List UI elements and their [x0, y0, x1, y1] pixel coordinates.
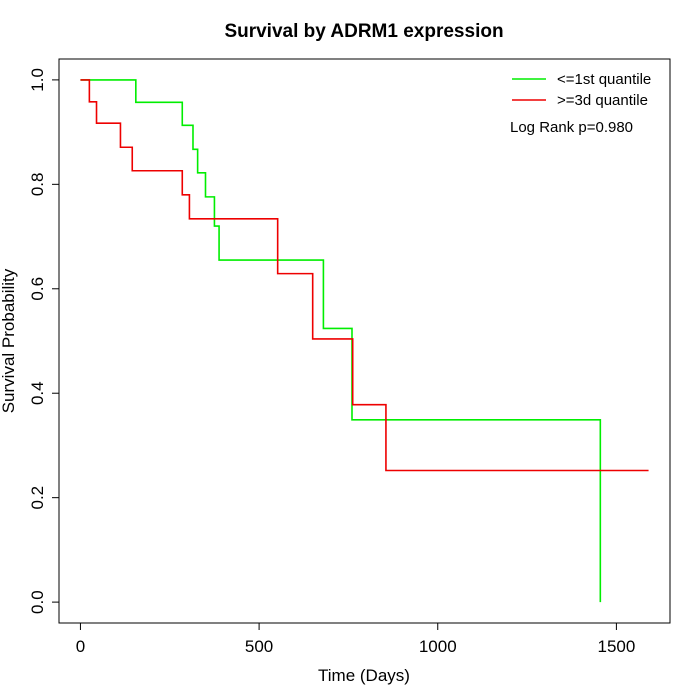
y-tick-label: 0.2: [28, 486, 47, 510]
legend: <=1st quantile >=3d quantile: [512, 71, 651, 109]
y-tick-label: 1.0: [28, 68, 47, 92]
y-axis-label: Survival Probability: [0, 268, 18, 413]
x-tick-label: 500: [245, 637, 273, 656]
survival-curve-low: [80, 79, 602, 603]
chart-title: Survival by ADRM1 expression: [224, 21, 503, 42]
x-axis-label: Time (Days): [318, 666, 410, 685]
x-tick-label: 1500: [597, 637, 635, 656]
y-axis: 0.0 0.2 0.4 0.6 0.8 1.0: [28, 68, 60, 614]
plot-frame: [58, 58, 671, 624]
y-tick-label: 0.8: [28, 173, 47, 197]
log-rank-annotation: Log Rank p=0.980: [510, 119, 633, 136]
legend-label-high: >=3d quantile: [557, 92, 648, 109]
series-layer: [80, 79, 649, 603]
survival-curve-high: [80, 79, 649, 472]
y-tick-label: 0.0: [28, 590, 47, 614]
y-tick-label: 0.6: [28, 277, 47, 301]
x-axis: 0 500 1000 1500: [76, 622, 635, 656]
x-tick-label: 1000: [419, 637, 457, 656]
legend-label-low: <=1st quantile: [557, 71, 651, 88]
y-tick-label: 0.4: [28, 381, 47, 405]
x-tick-label: 0: [76, 637, 85, 656]
